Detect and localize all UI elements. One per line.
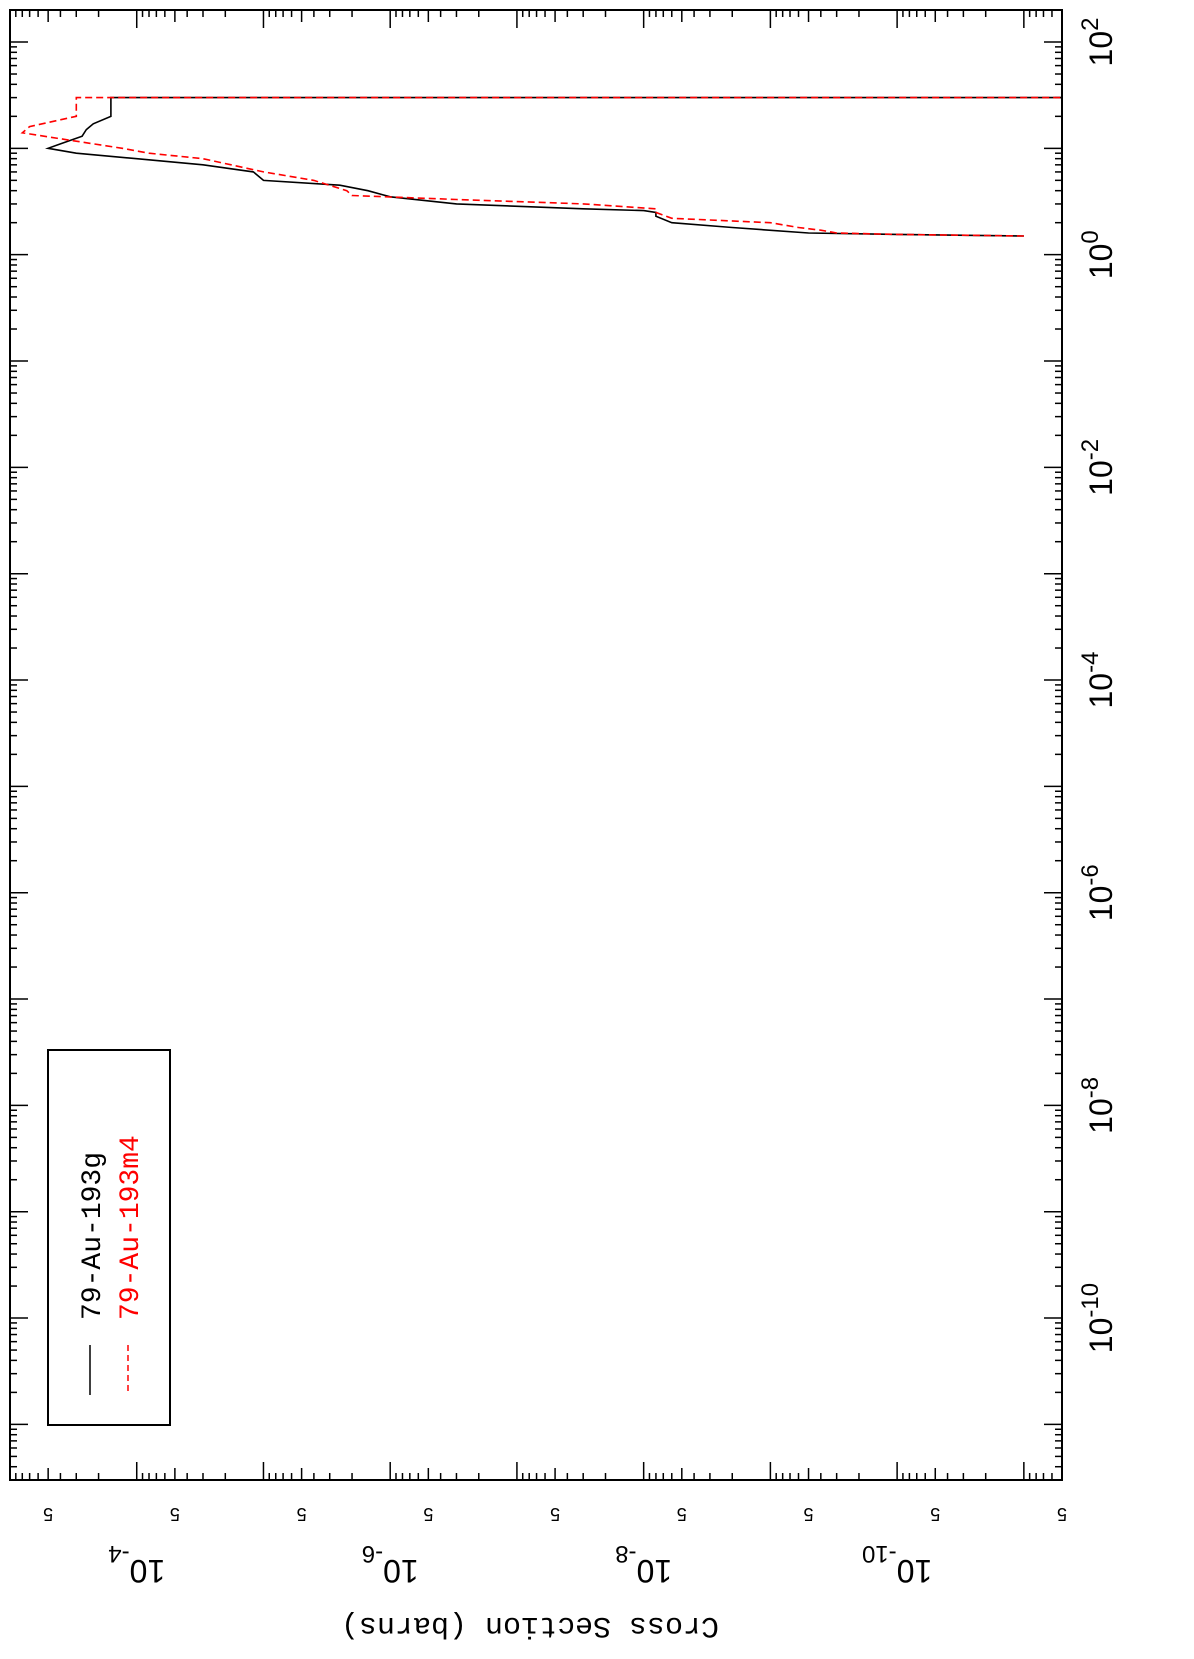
y-tick-label: 10-10 [862, 1540, 932, 1589]
legend-box [47, 1049, 171, 1426]
x-tick-label: 100 [1077, 230, 1119, 279]
x-tick-label: 10-6 [1077, 864, 1119, 921]
y-tick-label: 10-8 [615, 1540, 672, 1589]
legend-label-series-2: 79-Au-193m4 [116, 1135, 147, 1320]
axis-tick-labels: 5 5 5 5 5 5 5 5 5 10-10 10-8 10-6 10-4 10-2 100 102 10-1… [43, 18, 1119, 1589]
x-tick-label: 10-4 [1077, 652, 1119, 709]
y-minor-tick-label: 5 [930, 1504, 940, 1524]
legend: 79-Au-193g 79-Au-193m4 [47, 1049, 171, 1426]
series-line-2 [20, 96, 1062, 237]
series-layer [20, 96, 1062, 237]
y-axis-title: Cross Section (barns) [341, 1608, 719, 1642]
x-tick-label: 102 [1077, 18, 1119, 67]
y-minor-tick-label: 5 [423, 1504, 433, 1524]
axis-ticks [9, 9, 1063, 1481]
x-tick-label: 10-10 [1077, 1283, 1119, 1353]
y-minor-tick-label: 5 [170, 1504, 180, 1524]
y-minor-tick-label: 5 [1057, 1504, 1067, 1524]
y-minor-tick-label: 5 [677, 1504, 687, 1524]
y-minor-tick-label: 5 [550, 1504, 560, 1524]
y-tick-label: 10-6 [362, 1540, 419, 1589]
x-tick-label: 10-2 [1077, 439, 1119, 496]
legend-label-series-1: 79-Au-193g [78, 1152, 109, 1320]
y-minor-tick-label: 5 [43, 1504, 53, 1524]
series-line-1 [44, 96, 1062, 237]
x-tick-label: 10-8 [1077, 1077, 1119, 1134]
y-tick-label: 10-4 [108, 1540, 165, 1589]
y-minor-tick-label: 5 [297, 1504, 307, 1524]
y-minor-tick-label: 5 [804, 1504, 814, 1524]
